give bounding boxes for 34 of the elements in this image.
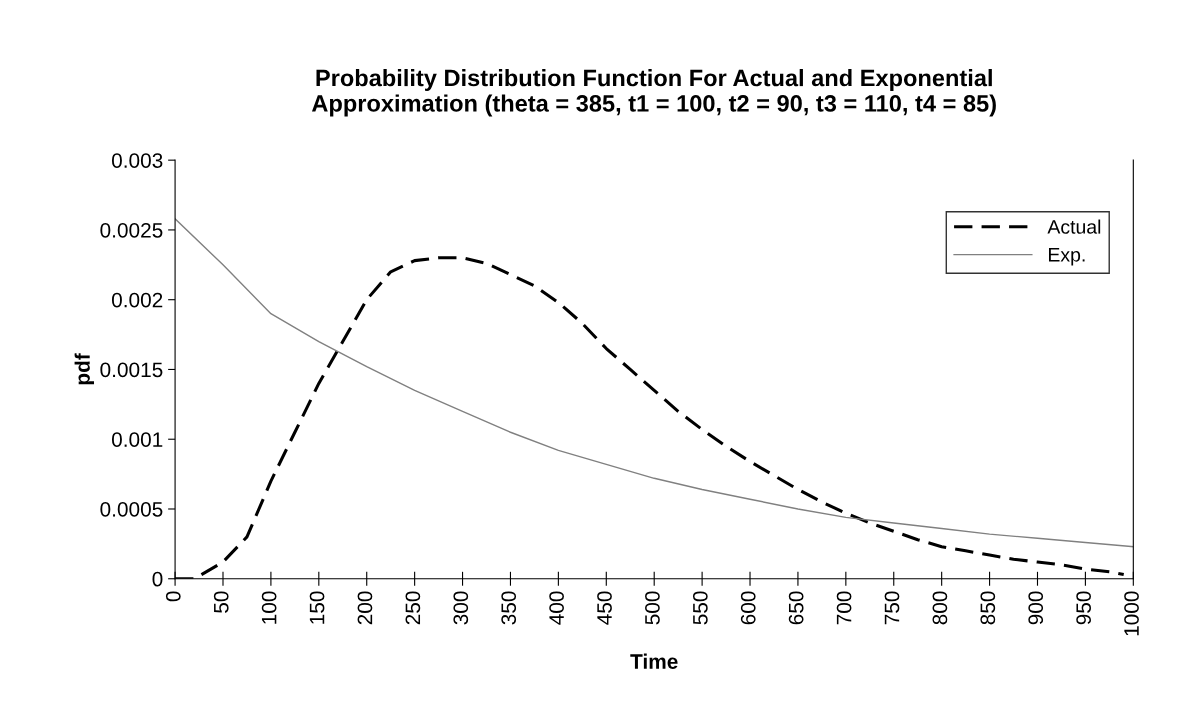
x-tick-label: 600 <box>740 591 756 625</box>
line-series <box>175 218 1134 548</box>
x-tick-label: 450 <box>597 591 612 625</box>
x-tick-label: 750 <box>884 591 900 625</box>
x-tick-label: 250 <box>405 591 421 625</box>
x-tick-label: 900 <box>1028 591 1044 625</box>
x-tick-label: 400 <box>549 591 564 625</box>
y-tick-label: 0.002 <box>111 292 163 308</box>
y-tick-label: 0.001 <box>111 432 163 447</box>
y-tick-label: 0.003 <box>111 153 163 168</box>
legend-label: Actual <box>1047 219 1101 234</box>
y-tick-label: 0 <box>152 571 163 587</box>
x-tick-label: 650 <box>788 591 804 625</box>
y-tick-label: 0.0025 <box>100 222 163 238</box>
y-tick-label: 0.0005 <box>100 501 163 517</box>
y-axis-title: pdf <box>74 353 95 385</box>
x-tick-label: 300 <box>453 591 469 625</box>
x-tick-label: 350 <box>501 591 517 625</box>
legend-label: Exp. <box>1049 248 1085 266</box>
x-tick-label: 150 <box>309 591 325 624</box>
x-tick-label: 200 <box>357 591 373 625</box>
x-tick-label: 500 <box>645 591 660 625</box>
chart-title: Probability Distribution Function For Actual and Exponential Approximation (theta = 385, t1 = 100, t2 = 90, t3 = 110, t4 = 85) <box>311 69 996 117</box>
x-tick-label: 0 <box>165 591 181 602</box>
x-tick-label: 550 <box>692 591 708 625</box>
x-tick-label: 100 <box>261 591 277 624</box>
x-tick-label: 700 <box>836 591 852 625</box>
x-tick-label: 1000 <box>1124 591 1139 636</box>
x-tick-label: 50 <box>213 591 229 613</box>
x-tick-label: 800 <box>932 591 948 625</box>
x-axis-title: Time <box>630 653 678 669</box>
x-tick-label: 950 <box>1076 591 1091 625</box>
x-tick-label: 850 <box>980 591 996 625</box>
y-tick-label: 0.0015 <box>100 362 163 378</box>
